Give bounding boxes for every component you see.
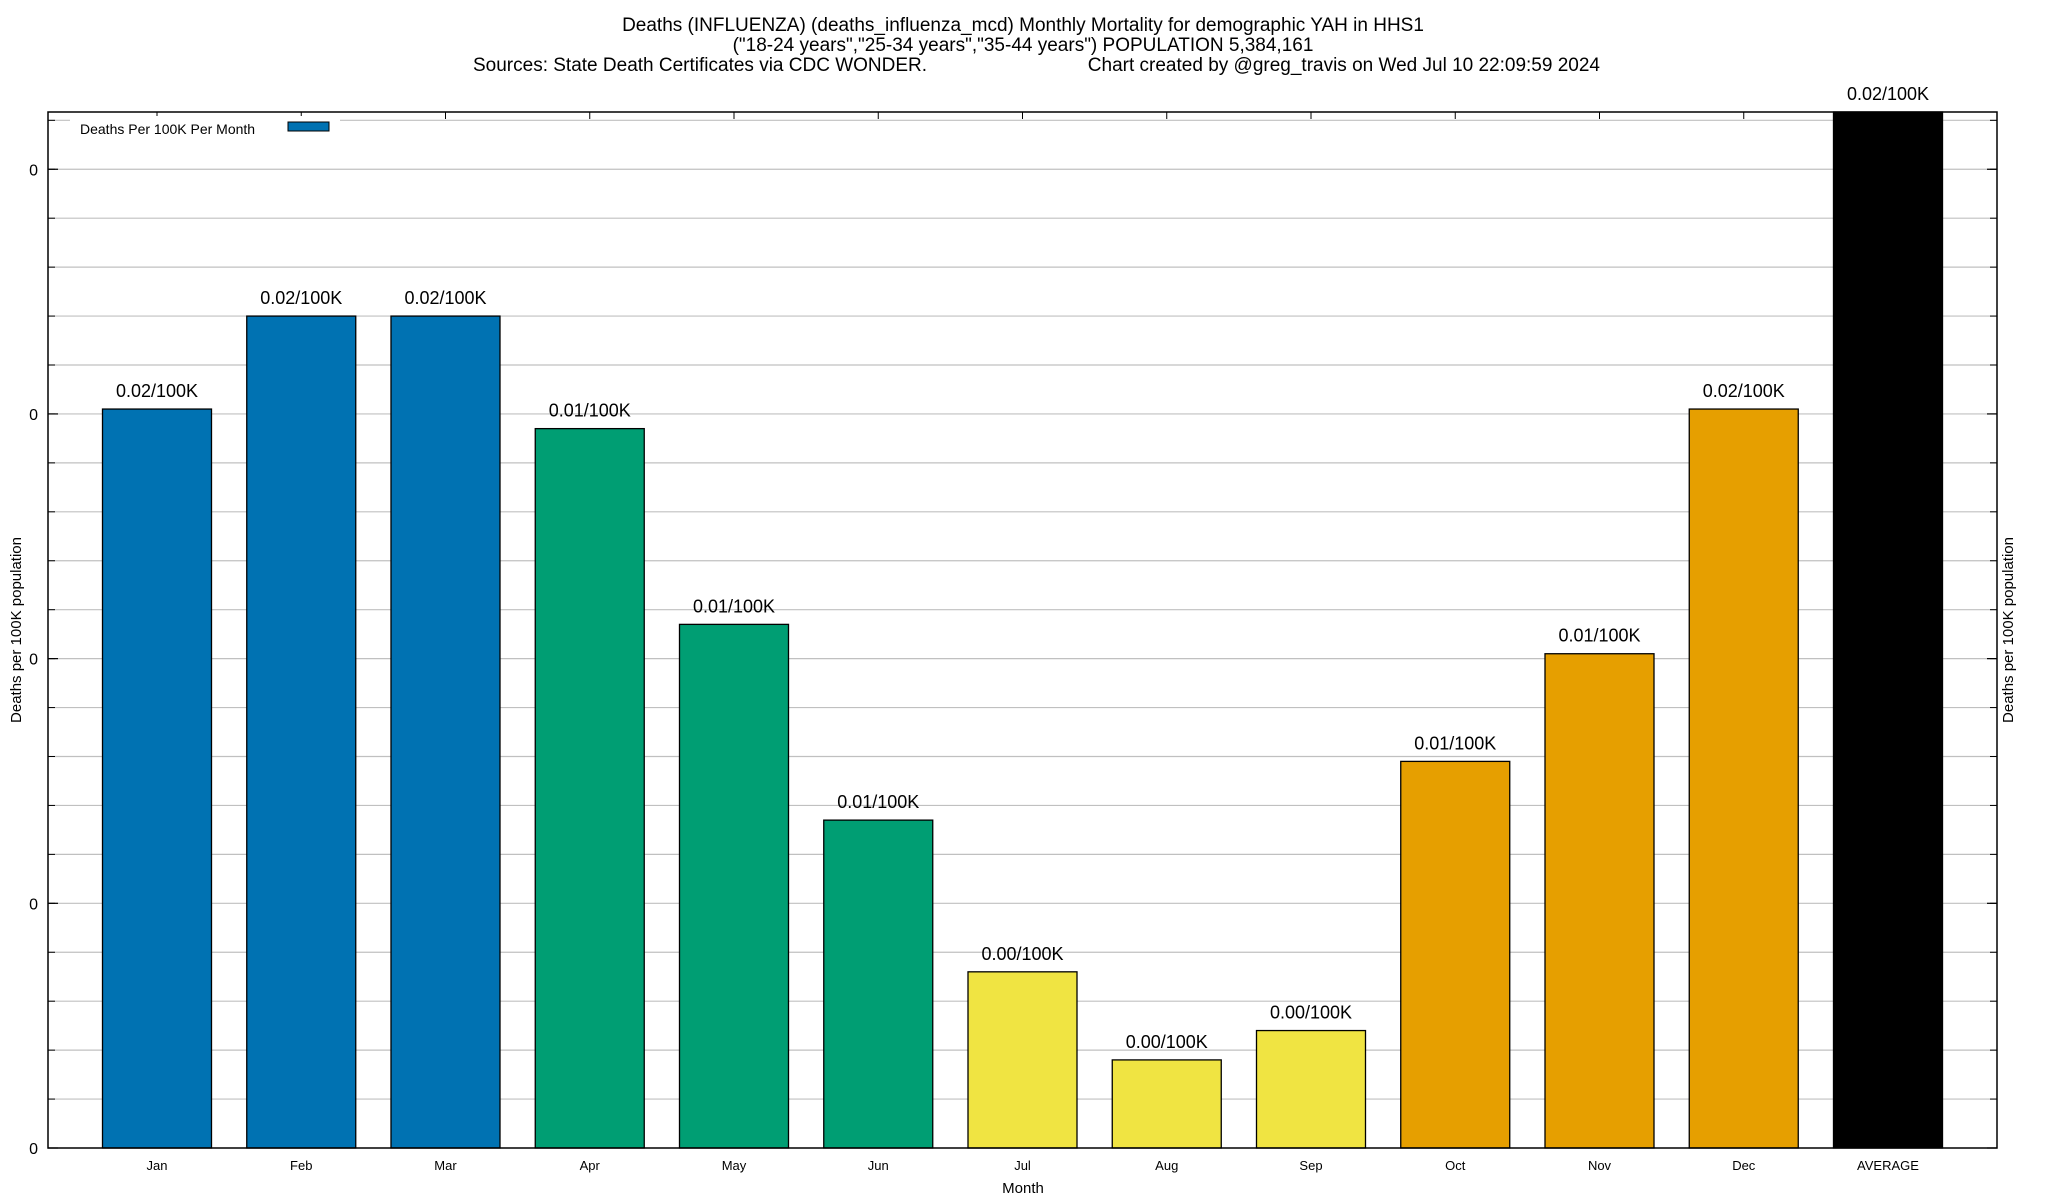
bar-dec xyxy=(1688,408,1799,1149)
bar-jun xyxy=(823,819,934,1149)
data-labels: 0.02/100K 0.02/100K 0.02/100K 0.01/100K 0.01… xyxy=(116,84,1929,1052)
bar-jul xyxy=(967,971,1078,1149)
data-label: 0.01/100K xyxy=(693,596,775,616)
x-tick-label: Oct xyxy=(1445,1158,1466,1173)
sources-text: Sources: State Death Certificates via CD… xyxy=(473,55,927,76)
legend-background xyxy=(70,116,340,136)
title-line-1: Deaths (INFLUENZA) (deaths_influenza_mcd… xyxy=(622,15,1424,36)
data-label: 0.00/100K xyxy=(1126,1032,1208,1052)
bar-nov xyxy=(1544,653,1655,1149)
bar-may xyxy=(678,623,790,1149)
x-tick-label: May xyxy=(722,1158,747,1173)
data-label: 0.02/100K xyxy=(404,288,486,308)
credit-text: Chart created by @greg_travis on Wed Jul… xyxy=(1088,55,1601,76)
bar-mar xyxy=(390,315,501,1149)
chart-title: Deaths (INFLUENZA) (deaths_influenza_mcd… xyxy=(473,15,1600,76)
data-label: 0.01/100K xyxy=(1414,733,1496,753)
x-tick-label: Jan xyxy=(147,1158,168,1173)
x-axis-label: Month xyxy=(1002,1180,1044,1197)
y-axis-label: Deaths per 100K population xyxy=(8,537,25,723)
y-tick-label: 0 xyxy=(29,896,38,913)
data-label: 0.02/100K xyxy=(116,381,198,401)
data-label: 0.00/100K xyxy=(1270,1003,1352,1023)
data-label: 0.02/100K xyxy=(1703,381,1785,401)
data-label: 0.01/100K xyxy=(1558,626,1640,646)
data-label: 0.01/100K xyxy=(549,401,631,421)
x-tick-label: Jul xyxy=(1014,1158,1031,1173)
legend-swatch xyxy=(287,121,330,132)
y-tick-label: 0 xyxy=(29,407,38,424)
bar-apr xyxy=(534,427,645,1149)
bar-sep xyxy=(1255,1029,1367,1149)
bar-aug xyxy=(1111,1059,1222,1149)
y-tick-label: 0 xyxy=(29,162,38,179)
data-label: 0.02/100K xyxy=(1847,84,1929,104)
data-label: 0.02/100K xyxy=(260,288,342,308)
data-label: 0.00/100K xyxy=(981,944,1063,964)
y-tick-label: 0 xyxy=(29,1141,38,1158)
x-tick-label: Nov xyxy=(1588,1158,1612,1173)
bar-oct xyxy=(1400,760,1511,1149)
bar-jan xyxy=(101,408,213,1149)
x-tick-label: Mar xyxy=(434,1158,457,1173)
y-tick-labels: 0 0 0 0 0 xyxy=(29,162,38,1158)
axis-ticks xyxy=(48,112,1997,1149)
bar-feb xyxy=(246,315,357,1149)
x-tick-label: AVERAGE xyxy=(1857,1158,1919,1173)
x-tick-labels: Jan Feb Mar Apr May Jun Jul Aug Sep Oct Nov Dec AVER… xyxy=(147,1158,1920,1173)
bars xyxy=(101,111,1944,1149)
y-tick-label: 0 xyxy=(29,652,38,669)
x-tick-label: Aug xyxy=(1155,1158,1178,1173)
x-tick-label: Apr xyxy=(580,1158,601,1173)
data-label: 0.01/100K xyxy=(837,792,919,812)
title-line-2: ("18-24 years","25-34 years","35-44 year… xyxy=(733,35,1314,56)
x-tick-label: Dec xyxy=(1732,1158,1756,1173)
x-tick-label: Sep xyxy=(1299,1158,1322,1173)
legend: Deaths Per 100K Per Month xyxy=(70,116,340,137)
legend-label: Deaths Per 100K Per Month xyxy=(80,121,255,137)
grid-lines xyxy=(48,119,1997,1100)
y-axis-label-right: Deaths per 100K population xyxy=(2000,537,2017,723)
x-tick-label: Feb xyxy=(290,1158,312,1173)
bar-average xyxy=(1832,111,1944,1149)
x-tick-label: Jun xyxy=(868,1158,889,1173)
